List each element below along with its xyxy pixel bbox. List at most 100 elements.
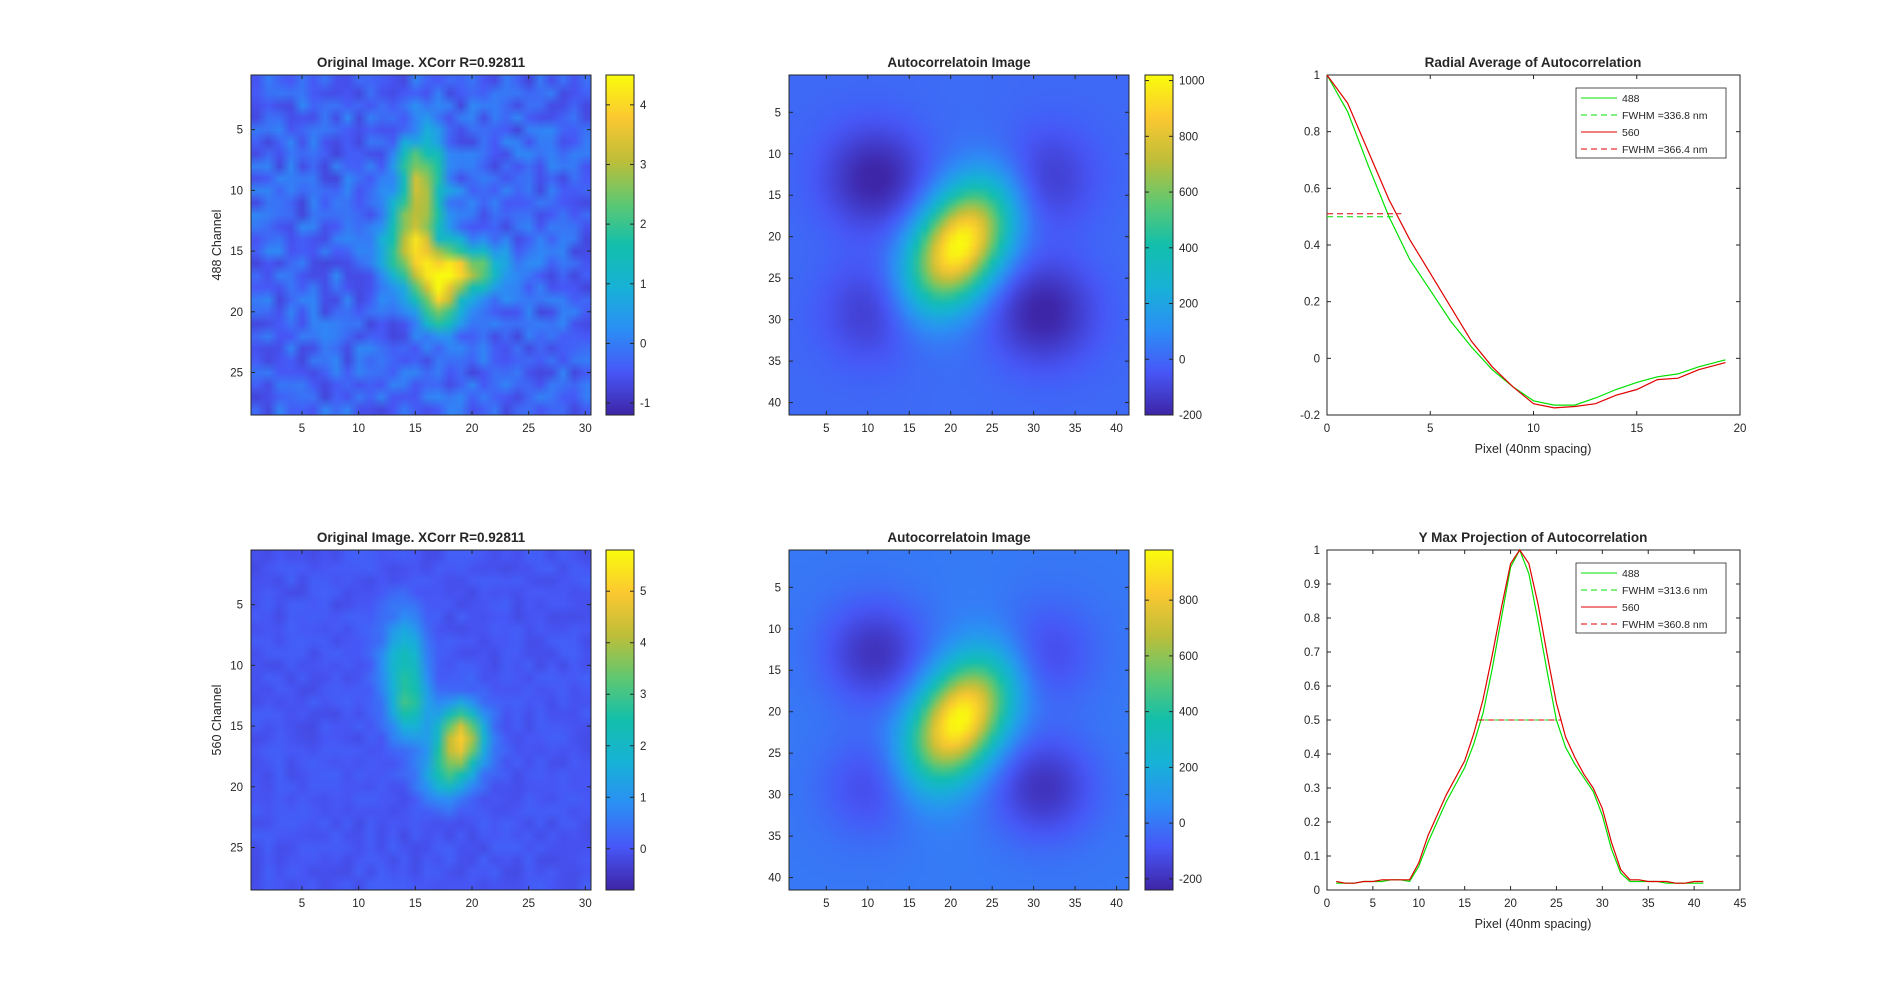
colorbar-tick-label: 1000: [1179, 76, 1205, 88]
colorbar-tick-label: 1: [640, 279, 646, 291]
y-tick-label: 20: [768, 707, 781, 719]
x-tick-label: 30: [579, 423, 592, 435]
title-radial-average: Radial Average of Autocorrelation: [1425, 55, 1642, 70]
legend-ymax: 488 FWHM =313.6 nm 560 FWHM =360.8 nm: [1575, 562, 1727, 634]
x-tick-label: 25: [522, 423, 535, 435]
y-tick-label: 40: [768, 398, 781, 410]
x-tick-label: 25: [986, 898, 999, 910]
y-tick-label: 0.8: [1304, 127, 1320, 139]
y-tick-label: 0.9: [1304, 579, 1320, 591]
series-line-560: [1326, 74, 1726, 409]
panel-ymax-projection: Y Max Projection of Autocorrelation Pixe…: [1304, 530, 1746, 931]
y-tick-label: 0.8: [1304, 613, 1320, 625]
x-tick-label: 40: [1688, 898, 1701, 910]
title-original-560: Original Image. XCorr R=0.92811: [317, 530, 526, 545]
colorbar-original-560: [606, 550, 634, 890]
x-tick-label: 15: [903, 898, 916, 910]
x-tick-label: 5: [299, 898, 305, 910]
colorbar-tick-label: 600: [1179, 651, 1198, 663]
colorbar-tick-label: 400: [1179, 707, 1198, 719]
legend-label-560: 560: [1622, 602, 1640, 614]
ylabel-560-channel: 560 Channel: [210, 685, 224, 756]
x-tick-label: 20: [944, 898, 957, 910]
y-tick-label: 0.4: [1304, 240, 1321, 252]
y-tick-label: 35: [768, 356, 781, 368]
x-tick-label: 35: [1642, 898, 1655, 910]
x-tick-label: 20: [466, 423, 479, 435]
y-tick-label: 0.2: [1304, 817, 1320, 829]
colorbar-tick-label: 0: [1179, 354, 1185, 366]
x-tick-label: 15: [1458, 898, 1471, 910]
x-tick-label: 10: [1412, 898, 1425, 910]
y-tick-label: 5: [775, 107, 781, 119]
y-tick-label: 25: [230, 843, 243, 855]
colorbar-tick-label: 400: [1179, 243, 1198, 255]
series-line-488: [1326, 74, 1726, 406]
x-tick-label: 40: [1110, 898, 1123, 910]
x-tick-label: 15: [409, 898, 422, 910]
x-tick-label: 15: [1630, 423, 1643, 435]
y-tick-label: 35: [768, 831, 781, 843]
legend-label-fwhm-488: FWHM =336.8 nm: [1622, 110, 1708, 122]
y-tick-label: 30: [768, 790, 781, 802]
y-tick-label: 10: [230, 660, 243, 672]
y-tick-label: 0.6: [1304, 183, 1320, 195]
x-tick-label: 15: [409, 423, 422, 435]
x-tick-label: 20: [1734, 423, 1747, 435]
colorbar-original-488: [606, 75, 634, 415]
y-tick-label: 5: [237, 125, 243, 137]
panel-original-488: Original Image. XCorr R=0.92811 488 Chan…: [210, 55, 650, 435]
y-tick-label: 15: [230, 721, 243, 733]
y-tick-label: 5: [775, 582, 781, 594]
y-tick-label: 0.4: [1304, 749, 1321, 761]
xlabel-radial: Pixel (40nm spacing): [1475, 442, 1592, 456]
x-tick-label: 15: [903, 423, 916, 435]
colorbar-tick-label: 800: [1179, 131, 1198, 143]
series-line-560: [1336, 548, 1704, 884]
x-tick-label: 20: [466, 898, 479, 910]
legend-label-fwhm-560: FWHM =366.4 nm: [1622, 144, 1708, 156]
heatmap-autocorr-560: [789, 550, 1129, 890]
x-tick-label: 30: [1027, 898, 1040, 910]
heatmap-original-488: [251, 75, 591, 415]
xlabel-ymax: Pixel (40nm spacing): [1475, 917, 1592, 931]
panel-autocorr-560: Autocorrelatoin Image 5 10 15 20 25 30 35 40 5 10…: [768, 530, 1202, 910]
y-tick-label: 30: [768, 315, 781, 327]
colorbar-tick-label: 3: [640, 159, 646, 171]
legend-label-fwhm-560: FWHM =360.8 nm: [1622, 619, 1708, 631]
x-tick-label: 30: [1027, 423, 1040, 435]
x-tick-label: 25: [1550, 898, 1563, 910]
y-tick-label: 1: [1314, 545, 1320, 557]
legend-label-488: 488: [1622, 93, 1640, 105]
legend-radial: 488 FWHM =336.8 nm 560 FWHM =366.4 nm: [1575, 87, 1727, 159]
x-tick-label: 30: [1596, 898, 1609, 910]
x-tick-label: 30: [579, 898, 592, 910]
x-tick-label: 0: [1324, 423, 1330, 435]
y-tick-label: 15: [768, 665, 781, 677]
panel-autocorr-488: Autocorrelatoin Image 5 10 15 20 25 30 35 40 5 10…: [768, 55, 1204, 435]
x-tick-label: 5: [299, 423, 305, 435]
title-original-488: Original Image. XCorr R=0.92811: [317, 55, 526, 70]
colorbar-tick-label: 0: [640, 844, 646, 856]
colorbar-tick-label: 2: [640, 741, 646, 753]
x-tick-label: 10: [352, 423, 365, 435]
y-tick-label: 25: [230, 368, 243, 380]
colorbar-tick-label: 2: [640, 219, 646, 231]
legend-label-fwhm-488: FWHM =313.6 nm: [1622, 585, 1708, 597]
title-ymax-projection: Y Max Projection of Autocorrelation: [1419, 530, 1648, 545]
y-tick-label: 0.5: [1304, 715, 1320, 727]
x-tick-label: 5: [1370, 898, 1376, 910]
y-tick-label: 20: [768, 232, 781, 244]
y-tick-label: 0.1: [1304, 851, 1320, 863]
colorbar-autocorr-488: [1145, 75, 1173, 415]
x-tick-label: 20: [1504, 898, 1517, 910]
colorbar-tick-label: 4: [640, 638, 647, 650]
x-tick-label: 10: [861, 423, 874, 435]
y-tick-label: 10: [768, 624, 781, 636]
colorbar-tick-label: 4: [640, 100, 647, 112]
colorbar-tick-label: -200: [1179, 874, 1202, 886]
x-tick-label: 5: [823, 423, 829, 435]
y-tick-label: 0.2: [1304, 297, 1320, 309]
x-tick-label: 20: [944, 423, 957, 435]
colorbar-tick-label: -200: [1179, 410, 1202, 422]
